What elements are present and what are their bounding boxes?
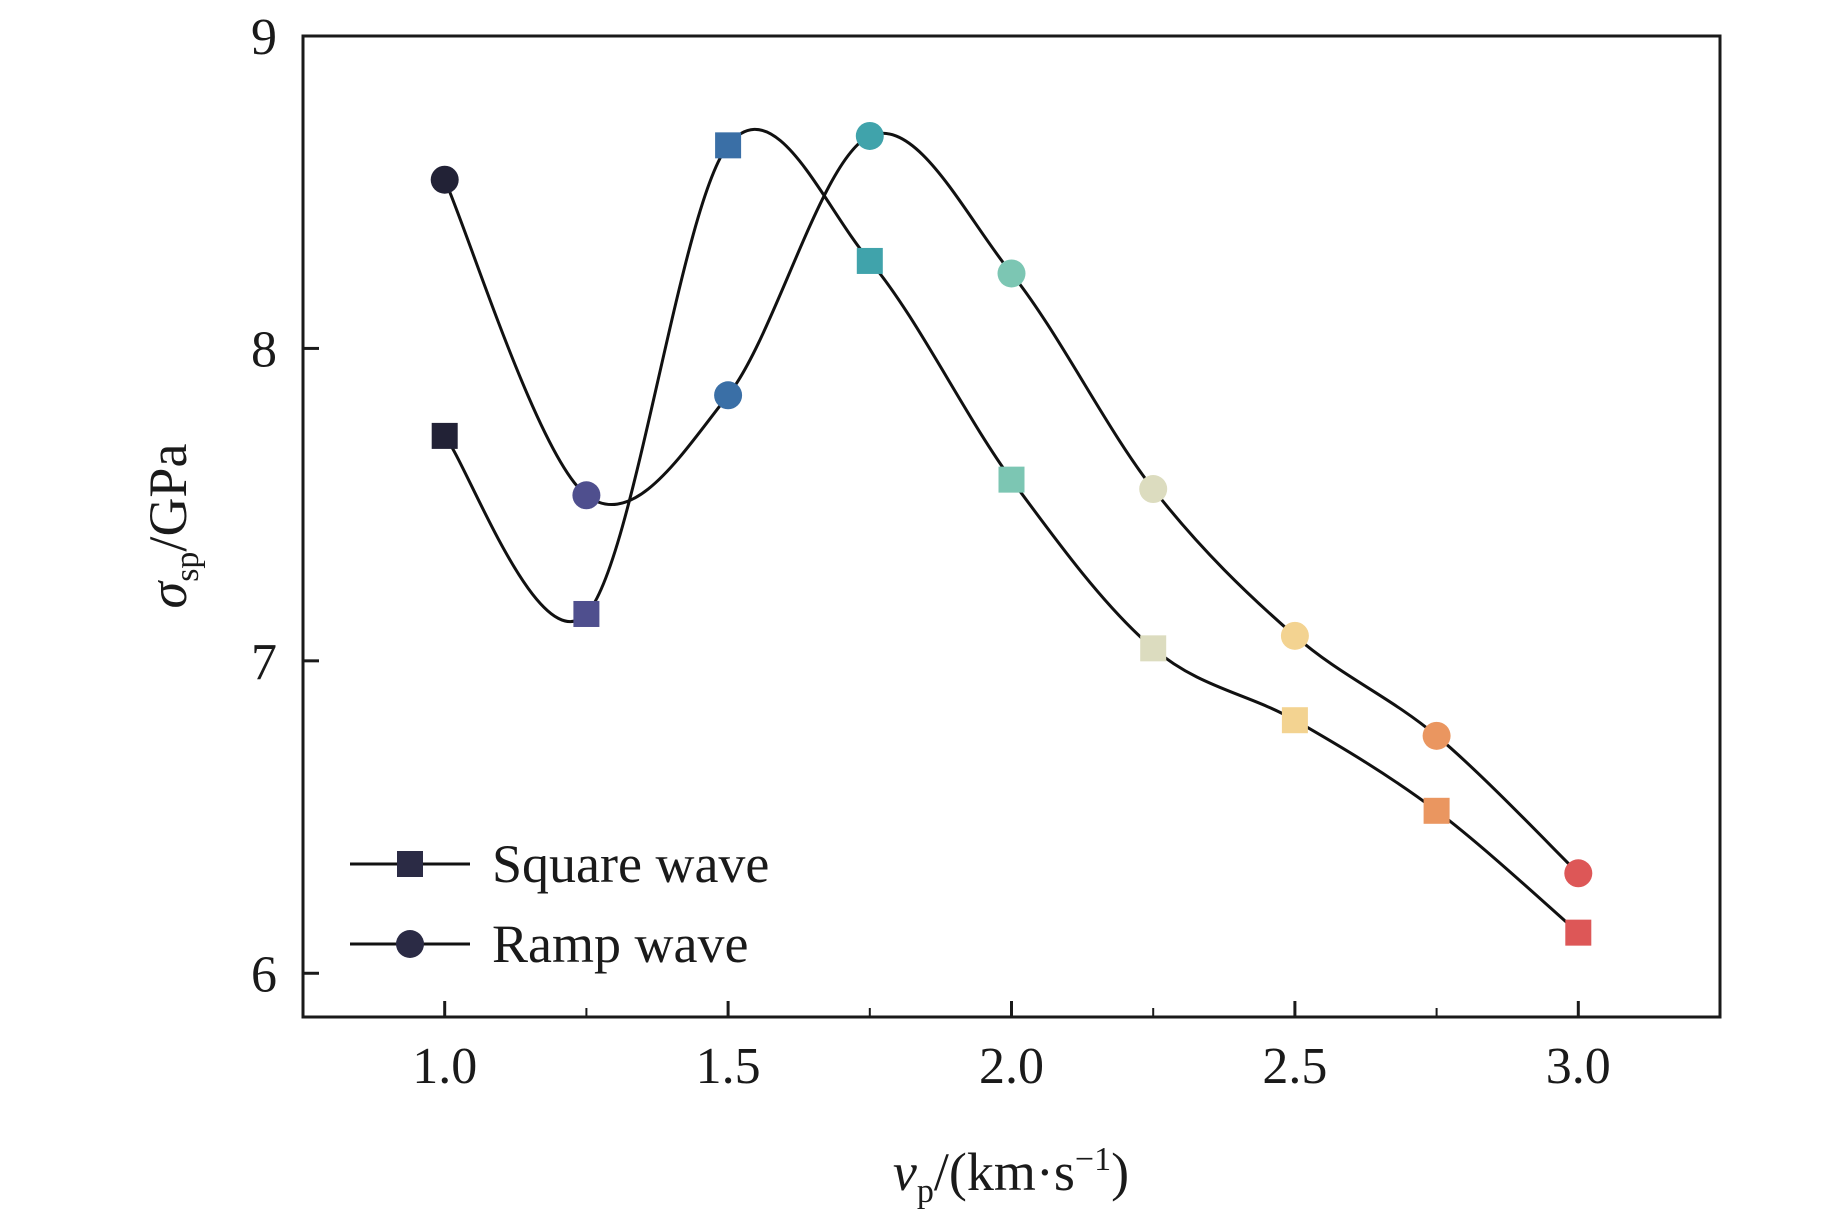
x-axis-label-var: v [893,1142,917,1202]
data-point-ramp-wave [1280,621,1309,650]
x-axis-label-end: ) [1111,1142,1129,1202]
axis-ticks: 1.0 1.5 2.0 2.5 3.0 6 7 8 9 [251,9,1611,1095]
x-tick-label: 1.5 [696,1038,761,1095]
x-tick-label: 2.5 [1262,1038,1327,1095]
data-point-ramp-wave [714,381,743,410]
series-markers [430,121,1593,946]
series-lines [443,127,1580,934]
data-point-ramp-wave [1564,859,1593,888]
y-tick-label: 6 [251,946,277,1003]
x-axis-label-unit: /(km·s [934,1142,1075,1202]
y-axis-label-unit: /GPa [138,444,198,552]
data-point-ramp-wave [572,481,601,510]
series-line-square-wave [443,127,1580,934]
series-line-ramp-wave [443,132,1580,875]
data-point-square-wave [1140,635,1167,662]
data-point-square-wave [715,132,742,159]
data-point-square-wave [573,600,600,627]
legend: Square wave Ramp wave [350,834,769,974]
legend-marker-circle [396,930,424,958]
data-point-ramp-wave [855,121,884,150]
x-tick-label: 1.0 [412,1038,477,1095]
legend-marker-square [397,851,423,877]
x-tick-label: 3.0 [1546,1038,1611,1095]
data-point-square-wave [856,247,883,274]
y-tick-label: 8 [251,321,277,378]
y-axis-label-sub: sp [169,552,206,582]
x-axis-label-sub: p [917,1173,934,1210]
data-point-ramp-wave [1422,721,1451,750]
data-point-square-wave [998,466,1025,493]
legend-label-circle: Ramp wave [492,914,748,974]
data-point-square-wave [431,422,458,449]
data-point-ramp-wave [997,259,1026,288]
y-tick-label: 7 [251,634,277,691]
data-point-ramp-wave [1139,475,1168,504]
data-point-ramp-wave [430,165,459,194]
y-tick-label: 9 [251,9,277,66]
y-axis-label: σsp/GPa [138,444,206,609]
data-point-square-wave [1423,797,1450,824]
y-axis-label-var: σ [138,579,198,608]
data-point-square-wave [1281,707,1308,734]
x-tick-label: 2.0 [979,1038,1044,1095]
x-axis-label: vp/(km·s−1) [893,1141,1129,1210]
data-point-square-wave [1565,919,1592,946]
x-axis-label-sup: −1 [1075,1141,1111,1178]
legend-label-square: Square wave [492,834,769,894]
